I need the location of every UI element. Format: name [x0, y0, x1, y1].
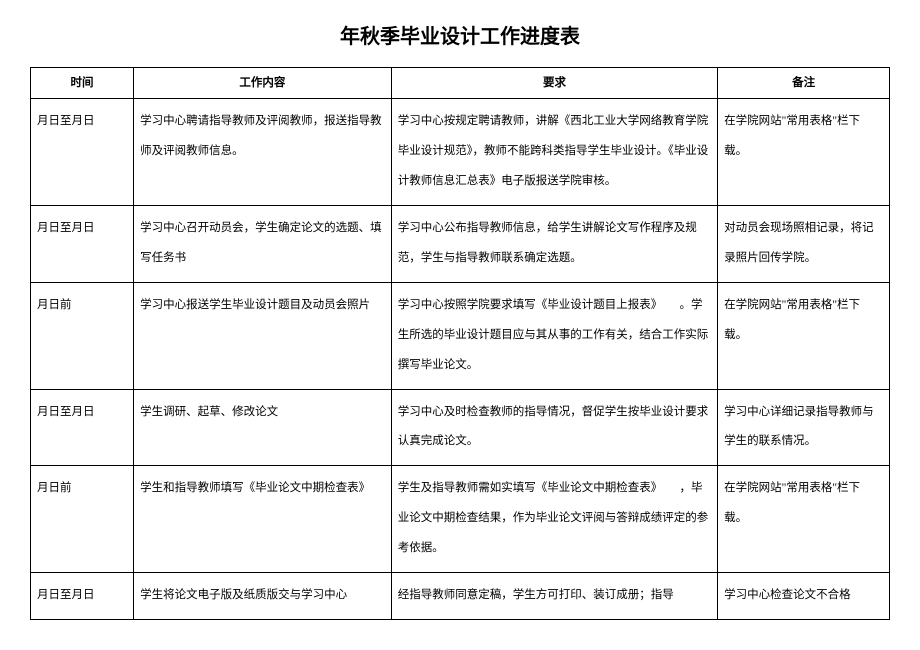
cell-requirement: 学生及指导教师需如实填写《毕业论文中期检查表》 ，毕业论文中期检查结果，作为毕业…: [391, 466, 717, 573]
table-row: 月日至月日 学生将论文电子版及纸质版交与学习中心 经指导教师同意定稿，学生方可打…: [31, 572, 890, 619]
cell-remark: 在学院网站"常用表格"栏下载。: [718, 99, 890, 206]
cell-content: 学习中心聘请指导教师及评阅教师，报送指导教师及评阅教师信息。: [134, 99, 392, 206]
cell-remark: 在学院网站"常用表格"栏下载。: [718, 466, 890, 573]
cell-content: 学习中心召开动员会，学生确定论文的选题、填写任务书: [134, 206, 392, 283]
col-time: 时间: [31, 68, 134, 99]
cell-content: 学生将论文电子版及纸质版交与学习中心: [134, 572, 392, 619]
cell-remark: 对动员会现场照相记录，将记录照片回传学院。: [718, 206, 890, 283]
table-row: 月日前 学习中心报送学生毕业设计题目及动员会照片 学习中心按照学院要求填写《毕业…: [31, 282, 890, 389]
cell-time: 月日至月日: [31, 572, 134, 619]
cell-time: 月日至月日: [31, 389, 134, 466]
cell-requirement: 学习中心及时检查教师的指导情况，督促学生按毕业设计要求认真完成论文。: [391, 389, 717, 466]
page-title: 年秋季毕业设计工作进度表: [30, 20, 890, 49]
cell-remark: 学习中心详细记录指导教师与学生的联系情况。: [718, 389, 890, 466]
cell-requirement: 学习中心按规定聘请教师，讲解《西北工业大学网络教育学院毕业设计规范》，教师不能跨…: [391, 99, 717, 206]
table-row: 月日至月日 学习中心召开动员会，学生确定论文的选题、填写任务书 学习中心公布指导…: [31, 206, 890, 283]
cell-requirement: 学习中心按照学院要求填写《毕业设计题目上报表》 。学生所选的毕业设计题目应与其从…: [391, 282, 717, 389]
progress-table: 时间 工作内容 要求 备注 月日至月日 学习中心聘请指导教师及评阅教师，报送指导…: [30, 67, 890, 620]
cell-remark: 学习中心检查论文不合格: [718, 572, 890, 619]
cell-time: 月日至月日: [31, 206, 134, 283]
col-content: 工作内容: [134, 68, 392, 99]
table-header-row: 时间 工作内容 要求 备注: [31, 68, 890, 99]
cell-requirement: 经指导教师同意定稿，学生方可打印、装订成册；指导: [391, 572, 717, 619]
col-remark: 备注: [718, 68, 890, 99]
cell-requirement: 学习中心公布指导教师信息，给学生讲解论文写作程序及规范，学生与指导教师联系确定选…: [391, 206, 717, 283]
cell-content: 学习中心报送学生毕业设计题目及动员会照片: [134, 282, 392, 389]
col-requirement: 要求: [391, 68, 717, 99]
cell-content: 学生调研、起草、修改论文: [134, 389, 392, 466]
cell-remark: 在学院网站"常用表格"栏下载。: [718, 282, 890, 389]
table-row: 月日至月日 学习中心聘请指导教师及评阅教师，报送指导教师及评阅教师信息。 学习中…: [31, 99, 890, 206]
cell-time: 月日至月日: [31, 99, 134, 206]
cell-time: 月日前: [31, 466, 134, 573]
cell-time: 月日前: [31, 282, 134, 389]
cell-content: 学生和指导教师填写《毕业论文中期检查表》: [134, 466, 392, 573]
table-row: 月日至月日 学生调研、起草、修改论文 学习中心及时检查教师的指导情况，督促学生按…: [31, 389, 890, 466]
table-row: 月日前 学生和指导教师填写《毕业论文中期检查表》 学生及指导教师需如实填写《毕业…: [31, 466, 890, 573]
